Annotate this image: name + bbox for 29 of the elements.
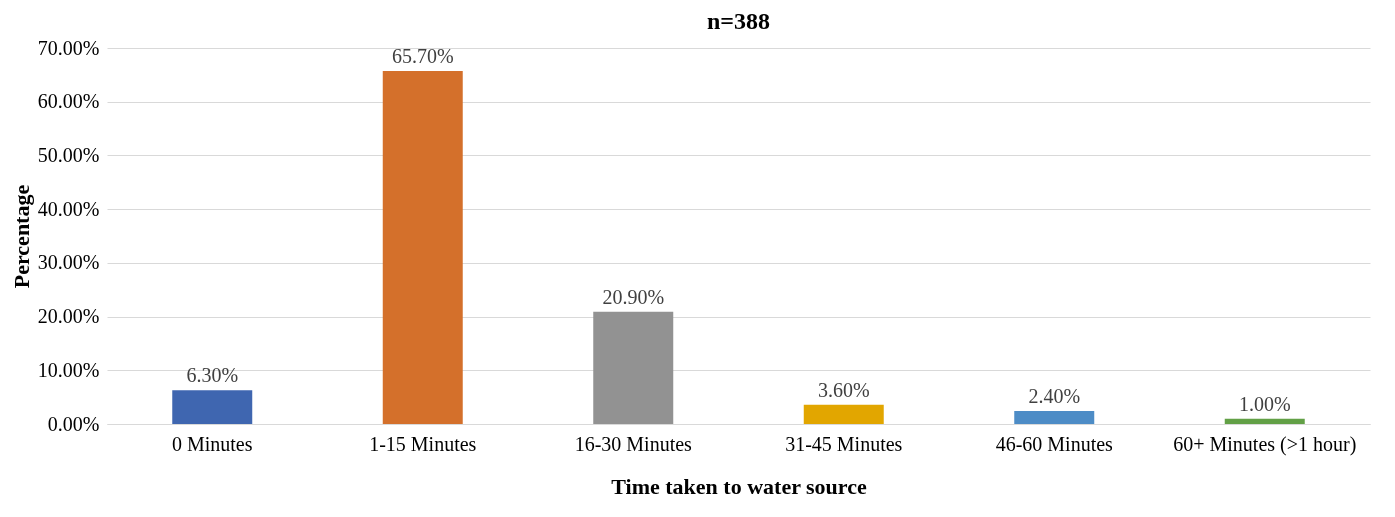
data-label: 3.60% [817, 378, 870, 401]
y-tick-label: 40.00% [37, 197, 100, 220]
y-tick-label: 70.00% [37, 36, 100, 59]
bar [172, 390, 253, 424]
y-tick-label: 10.00% [37, 358, 100, 381]
y-tick-label: 20.00% [37, 305, 100, 328]
x-tick-label: 0 Minutes [171, 432, 253, 455]
y-tick-label: 60.00% [37, 90, 100, 113]
bar [382, 71, 463, 424]
bar [593, 311, 674, 424]
bar [803, 404, 884, 424]
data-label: 1.00% [1238, 392, 1291, 415]
data-label: 6.30% [186, 364, 239, 387]
x-tick-label: 60+ Minutes (>1 hour) [1173, 432, 1357, 456]
data-label: 65.70% [391, 45, 454, 68]
x-tick-label: 46-60 Minutes [995, 432, 1114, 455]
x-tick-label: 31-45 Minutes [785, 432, 903, 455]
x-axis-title: Time taken to water source [611, 473, 867, 499]
bar [1014, 411, 1095, 424]
chart-title: n=388 [706, 8, 771, 34]
y-tick-label: 30.00% [37, 251, 100, 274]
y-tick-label: 0.00% [47, 412, 100, 435]
x-tick-label: 16-30 Minutes [574, 432, 693, 455]
y-tick-label: 50.00% [37, 143, 100, 166]
data-label: 20.90% [602, 285, 665, 308]
bar [1224, 418, 1305, 424]
data-label: 2.40% [1028, 385, 1081, 408]
y-axis-title: Percentage [8, 184, 34, 289]
x-tick-label: 1-15 Minutes [369, 432, 477, 455]
